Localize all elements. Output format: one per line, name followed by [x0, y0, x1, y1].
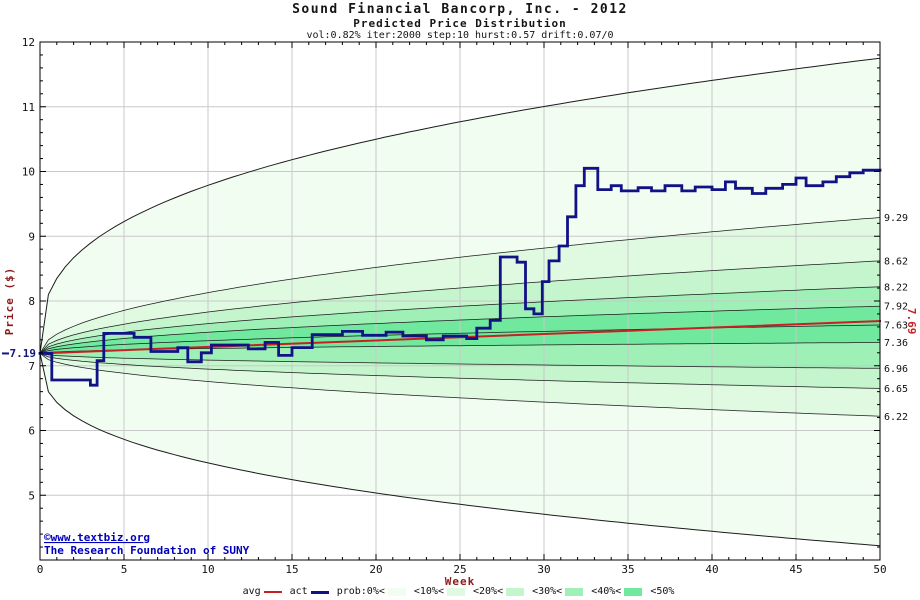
x-tick-label: 15	[285, 563, 298, 576]
legend-label: <50%	[650, 586, 675, 597]
watermark-line1: ©www.textbiz.org	[44, 531, 150, 544]
legend-label: <30%<	[532, 586, 563, 597]
band-end-label: 9.29	[884, 213, 908, 224]
legend-item: avg	[243, 586, 282, 598]
watermark-line2: The Research Foundation of SUNY	[44, 544, 250, 557]
legend-line-marker	[263, 591, 282, 593]
x-tick-label: 5	[121, 563, 128, 576]
fan-band	[40, 286, 880, 354]
legend-item: <40%<	[591, 586, 643, 598]
legend-swatch	[506, 588, 525, 596]
legend-label: <40%<	[591, 586, 622, 597]
fan-boundary-line	[39, 260, 881, 354]
start-price-label: 7.19	[10, 347, 37, 360]
legend-item: prob:0%<	[337, 586, 406, 598]
band-end-label: 6.96	[884, 364, 908, 375]
legend-item: <20%<	[472, 586, 525, 598]
plot-frame	[39, 41, 881, 561]
chart-title: Sound Financial Bancorp, Inc. - 2012	[292, 2, 628, 17]
legend-label: act	[289, 586, 308, 597]
y-tick-label: 6	[28, 425, 35, 438]
band-end-label: 6.65	[884, 384, 908, 395]
fan-boundary-line	[39, 286, 881, 354]
legend-line-marker	[310, 590, 329, 594]
fan-boundary-line	[39, 353, 881, 389]
y-tick-label: 7	[28, 360, 35, 373]
legend-swatch	[624, 588, 643, 596]
fan-boundary-line	[39, 57, 881, 354]
x-tick-label: 35	[621, 563, 634, 576]
legend-item: <50%	[650, 586, 677, 598]
legend-item: <30%<	[532, 586, 584, 598]
fan-band	[40, 260, 880, 354]
band-end-label: 7.92	[884, 302, 908, 313]
y-tick-label: 8	[28, 295, 35, 308]
legend-swatch	[446, 588, 465, 596]
plot-layers: 0 5 10 15 20 25 30 35 40 45 50 5 6 7 8 9 10 11 12 9.29 8.62 8…	[2, 36, 918, 576]
y-tick-label: 12	[22, 36, 35, 49]
legend-label: <10%<	[413, 586, 444, 597]
y-tick-label: 10	[22, 166, 35, 179]
x-axis-title: Week	[445, 575, 476, 588]
band-end-label: 8.22	[884, 282, 908, 293]
legend-swatch	[387, 588, 406, 596]
fan-boundary-line	[39, 353, 881, 547]
band-end-label: 7.63	[884, 320, 908, 331]
legend-item: act	[290, 586, 329, 598]
x-tick-label: 20	[369, 563, 382, 576]
chart-subtitle: Predicted Price Distribution	[353, 17, 566, 30]
legend-label: <20%<	[472, 586, 504, 597]
fan-boundary-line	[39, 305, 881, 354]
legend-swatch	[565, 588, 584, 596]
legend-label: avg	[242, 586, 261, 597]
y-tick-label: 5	[28, 489, 35, 502]
x-tick-label: 30	[537, 563, 550, 576]
x-tick-label: 0	[37, 563, 44, 576]
x-tick-label: 50	[873, 563, 886, 576]
x-tick-label: 10	[201, 563, 214, 576]
x-tick-label: 40	[705, 563, 718, 576]
legend-label: prob:0%<	[336, 586, 385, 597]
fan-boundary-line	[39, 353, 881, 417]
band-end-label: 8.62	[884, 256, 908, 267]
fan-boundary-line	[39, 217, 881, 354]
fan-boundary-line	[39, 353, 880, 369]
series-line-act	[38, 166, 882, 387]
y-axis-title: Price ($)	[3, 267, 16, 336]
x-tick-label: 45	[789, 563, 802, 576]
avg-end-label: 7.69	[905, 308, 918, 335]
band-end-label: 6.22	[884, 412, 908, 423]
legend-item: <10%<	[414, 586, 465, 598]
x-tick-label: 25	[453, 563, 466, 576]
chart-legend: avg act prob:0%< <10%< <20%< <30%< <40%< <50%	[0, 586, 920, 599]
chart-params: vol:0.82% iter:2000 step:10 hurst:0.57 d…	[306, 30, 613, 41]
band-end-label: 7.36	[884, 338, 908, 349]
y-tick-label: 9	[28, 230, 35, 243]
y-tick-label: 11	[22, 101, 35, 114]
